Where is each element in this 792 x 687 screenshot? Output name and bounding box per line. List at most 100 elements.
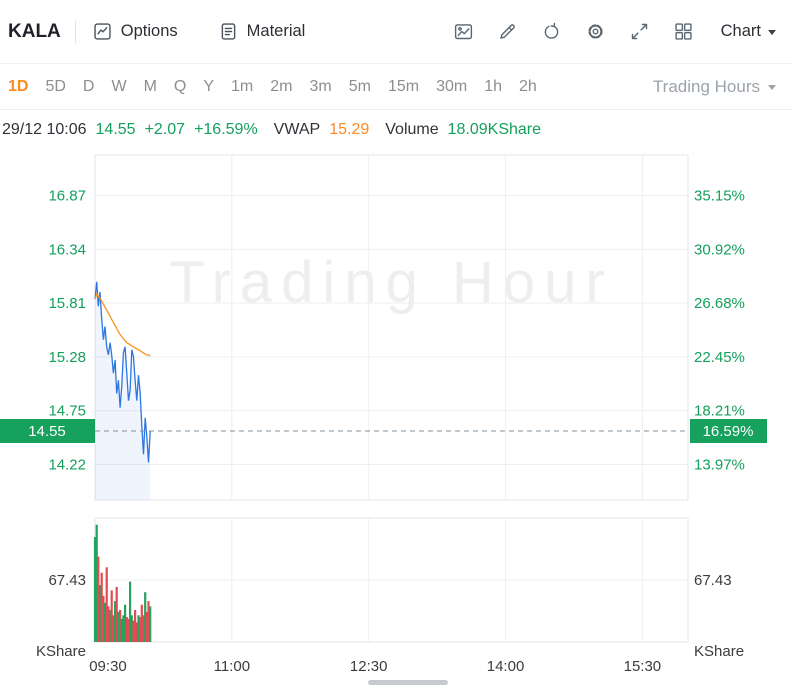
volume-bar [115,586,118,642]
volume-unit-label-right: KShare [694,643,744,660]
price-axis-label: 14.22 [48,456,86,473]
timeframe-tab-3m[interactable]: 3m [309,77,332,95]
refresh-icon [544,22,558,39]
timeframe-tab-w[interactable]: W [111,77,127,95]
x-axis-label: 12:30 [350,658,388,675]
volume-bar [112,615,115,642]
draw-icon [499,24,515,39]
price-axis-label: 14.75 [48,403,86,420]
volume-unit-label-left: KShare [36,643,86,660]
volume-axis-label-left: 67.43 [48,572,86,589]
vwap-label: VWAP [273,121,321,138]
trading-hours-dropdown[interactable]: Trading Hours [653,77,776,97]
options-chart-icon [94,23,111,40]
volume-bar [117,611,120,642]
price-pane-frame [94,154,689,501]
quote-datetime: 29/12 10:06 [2,121,87,138]
volume-bar [107,606,110,642]
timeframe-tab-5d[interactable]: 5D [45,77,66,95]
snapshot-button[interactable] [453,21,474,42]
divider [74,20,76,43]
settings-button[interactable] [585,21,606,42]
material-tab[interactable]: Material [218,21,306,42]
timeframe-tab-m[interactable]: M [143,77,157,95]
current-price-badge-label: 14.55 [28,423,66,440]
timeframe-tab-15m[interactable]: 15m [387,77,420,95]
price-axis-label: 16.34 [48,241,86,258]
volume-bar [124,604,127,642]
timeframe-tab-2m[interactable]: 2m [270,77,293,95]
chevron-down-icon [768,85,776,90]
horizontal-scrollbar[interactable] [368,680,448,685]
volume-bar [137,615,140,642]
timeframe-tab-30m[interactable]: 30m [436,77,468,95]
volume-bar [102,595,105,642]
price-axis-label: 16.87 [48,188,86,205]
chart-dropdown-label: Chart [720,22,761,40]
x-axis-label: 14:00 [487,658,525,675]
volume-bar [147,601,150,642]
volume-bar [149,606,152,642]
current-pct-badge-label: 16.59% [703,423,754,440]
volume-bar [129,581,132,642]
watermark: Trading Hour [169,250,613,315]
price-axis-label: 15.28 [48,349,86,366]
volume-bar [130,615,133,642]
volume-bar [119,610,122,642]
volume-bar [98,585,102,642]
material-doc-icon [221,23,235,40]
pct-axis-label: 22.45% [694,349,745,366]
timeframe-tabs: 1D 5D D W M Q Y 1m 2m 3m 5m 15m 30m 1h 2h [8,78,554,96]
timeframe-tab-1d[interactable]: 1D [8,77,29,95]
timeframe-tab-1m[interactable]: 1m [231,77,254,95]
volume-bar [132,620,135,642]
toolbar-right-group: Chart [453,21,776,42]
material-label: Material [246,22,306,40]
current-price-badge [0,419,95,443]
price-chart[interactable]: Trading Hour 16.87 35.15% 16.34 30.92% 15.81 2… [0,150,792,687]
volume-bar [122,615,125,642]
volume-bar [97,556,100,642]
timeframe-tab-y[interactable]: Y [203,77,215,95]
quote-info-bar: 29/12 10:06 14.55 +2.07 +16.59% VWAP 15.… [0,110,792,150]
refresh-button[interactable] [541,21,562,42]
timeframe-tab-d[interactable]: D [82,77,95,95]
timeframe-tab-1h[interactable]: 1h [484,77,503,95]
volume-bar [125,617,128,642]
draw-button[interactable] [497,21,518,42]
pct-axis-label: 30.92% [694,241,745,258]
chart-type-dropdown[interactable]: Chart [721,22,776,41]
volume-bar [105,567,108,642]
trading-hours-label: Trading Hours [652,76,760,96]
price-line [94,281,151,463]
snapshot-icon [454,24,472,40]
volume-value: 18.09KShare [447,121,542,138]
settings-gear-icon [588,24,603,39]
chevron-down-icon [768,30,776,35]
volume-bar [135,622,138,642]
x-axis-label: 11:00 [214,658,250,675]
volume-bar [140,604,143,642]
volume-bar [95,524,98,642]
vwap-line [94,292,151,357]
vwap-value: 15.29 [329,121,370,138]
volume-bar [109,610,112,642]
ticker-symbol[interactable]: KALA [8,20,61,42]
volume-bar [142,615,145,642]
fullscreen-button[interactable] [629,21,650,42]
last-price: 14.55 [95,121,136,138]
price-axis-label: 15.81 [48,295,86,312]
volume-bar [103,602,107,642]
timeframe-tab-5m[interactable]: 5m [348,77,371,95]
volume-label: Volume [385,121,439,138]
volume-axis-label-right: 67.43 [694,572,732,589]
fullscreen-icon [631,23,647,40]
layout-button[interactable] [673,21,694,42]
pct-axis-label: 18.21% [694,403,745,420]
pct-axis-label: 26.68% [694,295,745,312]
timeframe-tab-2h[interactable]: 2h [519,77,537,95]
options-tab[interactable]: Options [92,21,178,42]
grid-layout-icon [675,23,692,40]
options-label: Options [120,22,178,40]
timeframe-tab-q[interactable]: Q [173,77,187,95]
